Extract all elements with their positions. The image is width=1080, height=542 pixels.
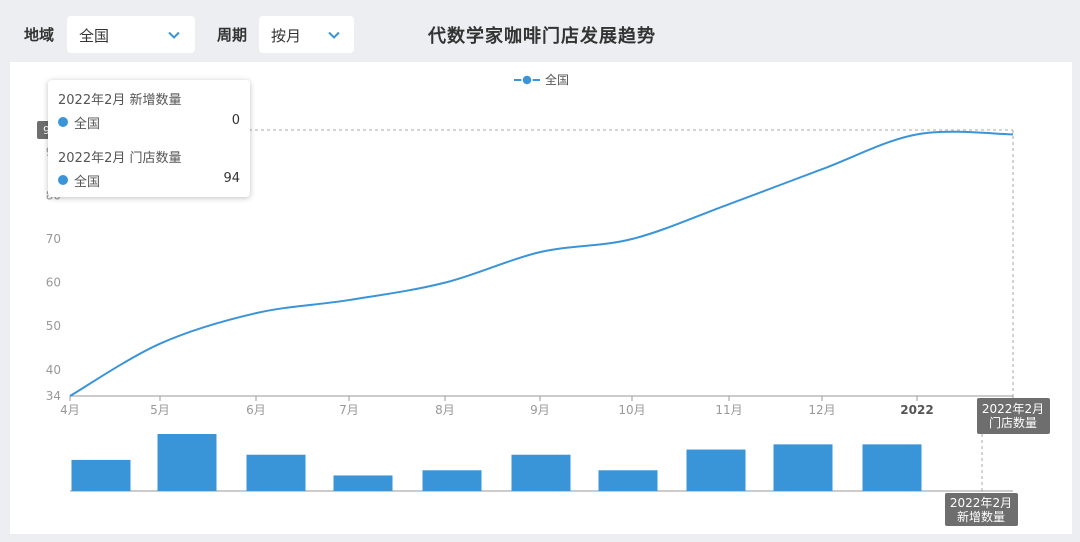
x-tick-label: 11月 [715, 403, 742, 417]
x-tick-label: 8月 [435, 403, 455, 417]
x-tick-label: 7月 [339, 403, 359, 417]
region-label: 地域 [24, 26, 55, 44]
tooltip-new-title: 2022年2月 新增数量 [58, 93, 182, 108]
y-tick-label: 40 [46, 363, 61, 377]
x-tick-label: 4月 [60, 403, 80, 417]
bar [511, 454, 571, 491]
x-tick-label: 2022 [900, 403, 933, 417]
tooltip-new-value: 0 [231, 113, 240, 128]
x-tick-label: 12月 [808, 403, 835, 417]
region-select[interactable]: 全国 [67, 16, 195, 53]
y-tick-label: 60 [46, 276, 61, 290]
bar [773, 444, 833, 491]
x-tick-label: 9月 [530, 403, 550, 417]
tooltip-new-series: 全国 [74, 117, 101, 132]
tooltip-stores-title: 2022年2月 门店数量 [58, 151, 182, 166]
x-tick-label: 6月 [246, 403, 266, 417]
y-tick-label: 70 [46, 232, 61, 246]
filter-bar: 地域 全国 周期 按月 代数学家咖啡门店发展趋势 [0, 0, 1080, 66]
chevron-down-icon [328, 31, 340, 39]
pointer-x-badge [977, 398, 1050, 434]
y-tick-label: 34 [46, 389, 61, 403]
tooltip-new-row: 全国 0 [58, 113, 240, 132]
pointer-x-label-bar1: 2022年2月 [950, 496, 1012, 510]
tooltip-stores-row: 全国 94 [58, 171, 240, 190]
bar [686, 449, 746, 491]
bar [246, 454, 306, 491]
pointer-x-label-line1: 2022年2月 [982, 402, 1044, 416]
series-dot-icon [58, 175, 68, 185]
tooltip-stores-series: 全国 [74, 175, 101, 190]
pointer-x-badge-bar [945, 493, 1018, 526]
bar [598, 470, 658, 491]
period-select[interactable]: 按月 [259, 16, 354, 53]
chart-tooltip: 2022年2月 新增数量 全国 0 2022年2月 门店数量 全国 94 [48, 80, 250, 197]
x-tick-label: 5月 [150, 403, 170, 417]
y-tick-label: 50 [46, 319, 61, 333]
pointer-x-label-bar2: 新增数量 [957, 509, 1005, 524]
bar [333, 475, 393, 491]
x-tick-label: 10月 [618, 403, 645, 417]
pointer-x-label-line2: 门店数量 [989, 415, 1037, 430]
region-select-value: 全国 [79, 27, 110, 45]
chevron-down-icon [168, 31, 180, 39]
bar [862, 444, 922, 491]
period-select-value: 按月 [271, 27, 302, 45]
legend-label: 全国 [545, 72, 569, 87]
bar [422, 470, 482, 491]
bar [71, 459, 131, 491]
page-title: 代数学家咖啡门店发展趋势 [428, 26, 656, 47]
tooltip-stores-value: 94 [223, 171, 240, 186]
series-line-quanguo [69, 130, 1014, 397]
legend-marker [521, 74, 533, 86]
bar [157, 434, 217, 491]
series-dot-icon [58, 117, 68, 127]
period-label: 周期 [217, 26, 248, 44]
